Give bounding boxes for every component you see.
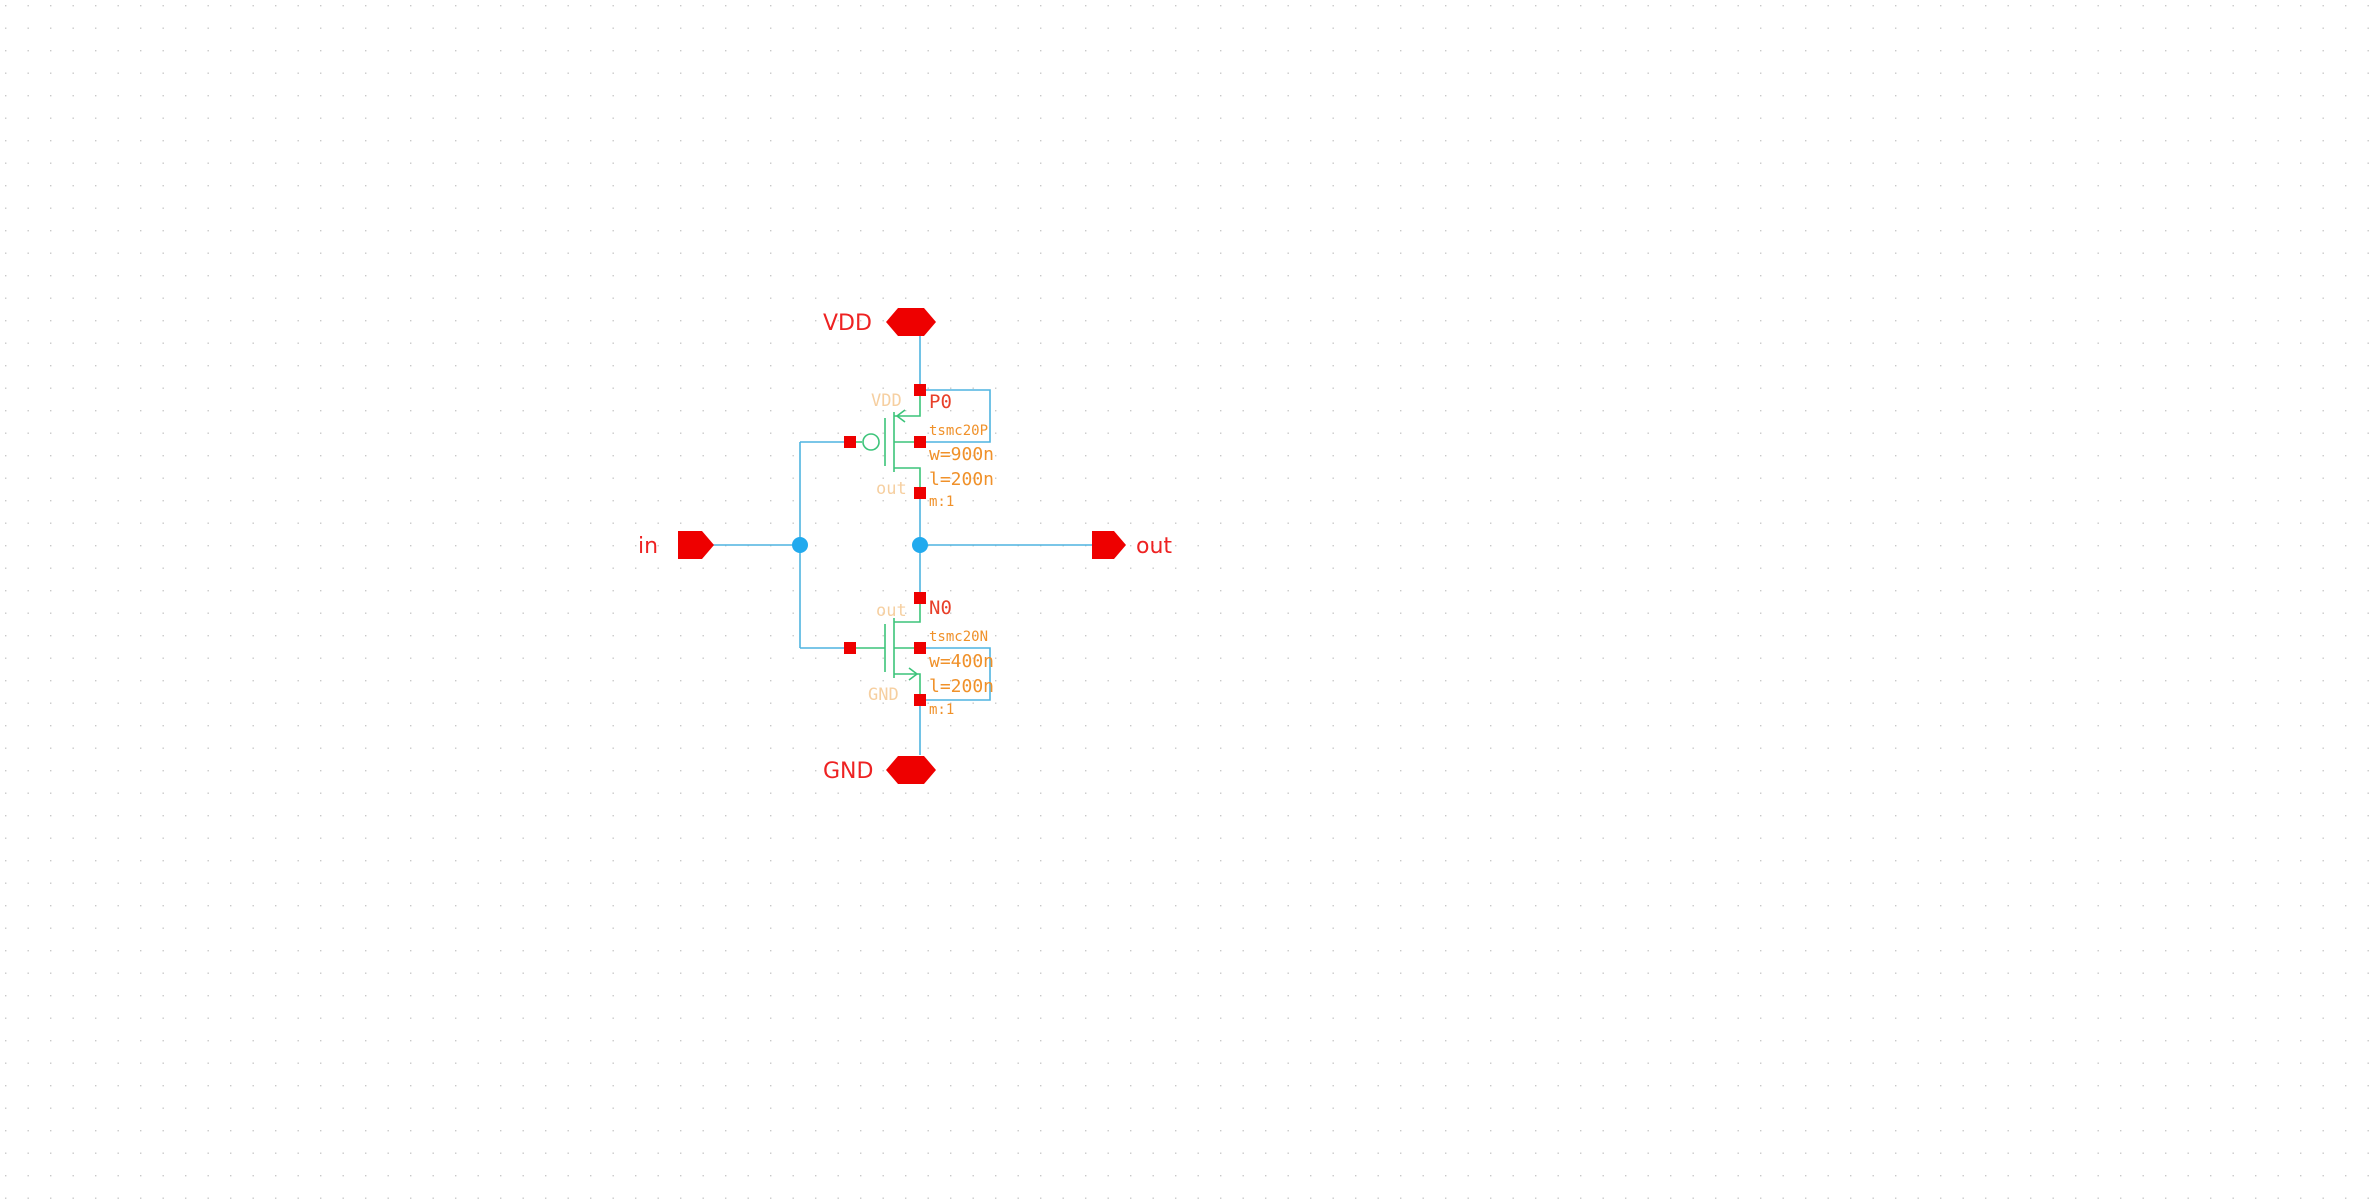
nmos-w-label: w=400n xyxy=(929,651,994,672)
gnd-port-symbol[interactable] xyxy=(886,756,936,784)
junction-out xyxy=(912,537,928,553)
nmos-model-label: tsmc20N xyxy=(929,629,988,645)
vdd-port-symbol[interactable] xyxy=(886,308,936,336)
nmos-gate-pin xyxy=(844,642,856,654)
vdd-label: VDD xyxy=(823,311,872,336)
nmos-pin-bottom-ghost: GND xyxy=(868,685,899,705)
pmos-w-label: w=900n xyxy=(929,444,994,465)
pmos-gate-bubble xyxy=(862,433,880,451)
out-label: out xyxy=(1136,534,1172,559)
pmos-source-pin xyxy=(914,384,926,396)
nmos-m-label: m:1 xyxy=(929,702,954,718)
nmos-symbol[interactable] xyxy=(850,598,921,700)
in-port-symbol[interactable] xyxy=(678,531,714,559)
in-label: in xyxy=(638,534,658,559)
pmos-body-pin xyxy=(914,436,926,448)
nmos-body-pin xyxy=(914,642,926,654)
wire-pmos-body xyxy=(920,389,991,443)
pins xyxy=(844,384,926,706)
nmos-instance-label: N0 xyxy=(929,597,952,619)
out-port-symbol[interactable] xyxy=(1092,531,1126,559)
pmos-l-label: l=200n xyxy=(929,469,994,490)
pmos-model-label: tsmc20P xyxy=(929,423,988,439)
nmos-drain-pin xyxy=(914,592,926,604)
junction-in xyxy=(792,537,808,553)
nmos-pin-top-ghost: out xyxy=(876,601,907,621)
gnd-label: GND xyxy=(823,759,873,784)
pmos-instance-label: P0 xyxy=(929,391,952,413)
nmos-source-pin xyxy=(914,694,926,706)
pmos-pin-top-ghost: VDD xyxy=(871,391,902,411)
pmos-pin-bottom-ghost: out xyxy=(876,479,907,499)
nmos-l-label: l=200n xyxy=(929,676,994,697)
wire-nmos-body xyxy=(920,647,991,701)
pmos-gate-pin xyxy=(844,436,856,448)
pmos-drain-pin xyxy=(914,487,926,499)
pmos-m-label: m:1 xyxy=(929,494,954,510)
